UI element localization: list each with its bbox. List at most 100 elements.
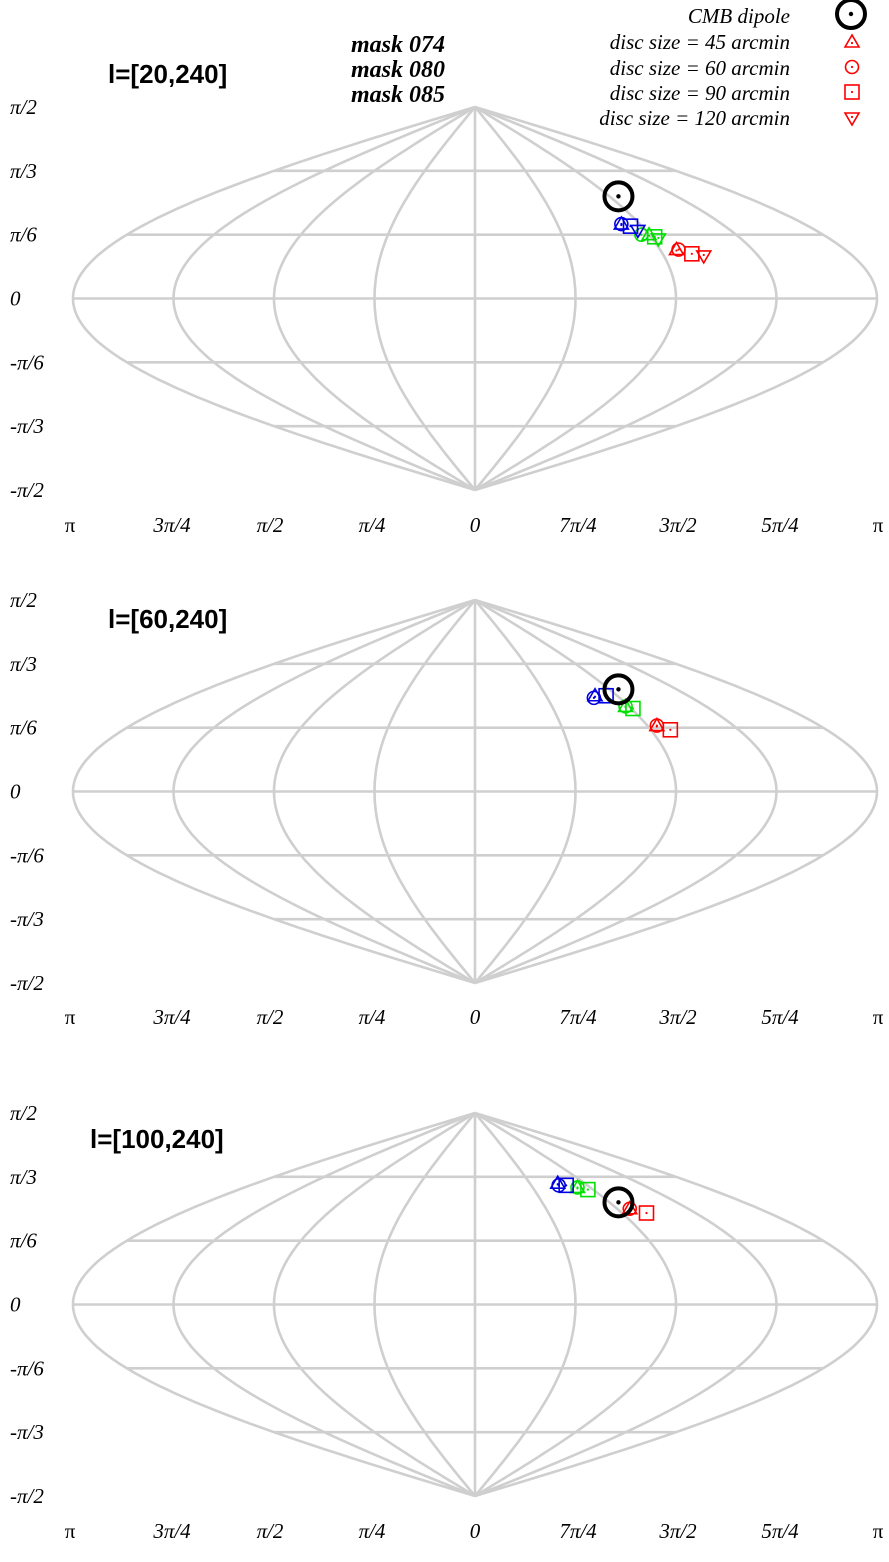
marker-mask-085-circle-dot-dot xyxy=(592,696,595,699)
y-tick-label: π/6 xyxy=(10,1229,37,1253)
meridian-line xyxy=(474,598,778,985)
x-tick-label: π/2 xyxy=(257,1005,284,1029)
marker-mask-080-square-dot-dot xyxy=(586,1188,589,1191)
meridian-line xyxy=(474,1111,678,1498)
meridian-line xyxy=(373,599,477,984)
legend-dipole-marker xyxy=(835,0,867,30)
marker-mask-085-circle-dot xyxy=(614,216,629,232)
legend-marker-square-dot xyxy=(844,84,860,100)
marker-mask-080-square-dot xyxy=(625,700,641,717)
legend-mask-2: mask 080 xyxy=(351,57,445,83)
marker-mask-074-square-dot-dot xyxy=(645,1211,648,1215)
marker-mask-085-square-dot-dot xyxy=(565,1184,568,1187)
marker-mask-080-circle-dot xyxy=(570,1180,585,1195)
marker-mask-074-triangle-down-dot xyxy=(702,253,705,257)
y-tick-label: 0 xyxy=(10,1293,21,1317)
sky-map-panel-2: l=[60,240] π/2 π/3 π/6 0 -π/6 -π/3 -π/2 π 3π/4 π/2… xyxy=(10,588,884,1029)
meridian-line xyxy=(172,105,476,492)
y-tick-label: π/2 xyxy=(10,1101,37,1125)
marker-mask-085-triangle-down-dot xyxy=(636,228,639,231)
cmb-dipole-marker xyxy=(602,673,635,706)
marker-mask-074-triangle-down xyxy=(695,250,713,265)
legend-symbol-label-5: disc size = 120 arcmin xyxy=(599,106,790,130)
legend-symbol-label-3: disc size = 60 arcmin xyxy=(610,56,790,80)
x-tick-label: π xyxy=(65,513,76,537)
panel-title: l=[20,240] xyxy=(108,59,227,89)
meridian-line xyxy=(473,599,577,984)
marker-mask-074-triangle-up xyxy=(668,240,685,256)
x-tick-label: π xyxy=(873,1005,884,1029)
x-tick-label: 0 xyxy=(470,513,481,537)
marker-mask-074-square-dot xyxy=(662,721,679,738)
meridian-line xyxy=(71,1111,476,1498)
x-tick-label: 7π/4 xyxy=(559,513,597,537)
marker-mask-080-square-dot xyxy=(580,1181,596,1198)
meridian-line xyxy=(172,598,476,985)
x-tick-label: 3π/2 xyxy=(658,1005,697,1029)
marker-mask-080-circle-dot-dot xyxy=(640,233,643,236)
marker-mask-080-triangle-down xyxy=(649,233,667,248)
y-tick-label: -π/6 xyxy=(10,350,44,374)
cmb-dipole-marker xyxy=(602,1186,635,1219)
x-tick-label: π xyxy=(65,1519,76,1543)
y-tick-label: π/6 xyxy=(10,223,37,247)
meridian-line xyxy=(272,598,476,985)
meridian-line xyxy=(474,105,678,492)
marker-mask-085-triangle-down xyxy=(629,224,647,239)
x-tick-label: 0 xyxy=(470,1519,481,1543)
meridian-line xyxy=(474,105,879,492)
meridian-line xyxy=(272,1111,476,1498)
marker-mask-074-square-dot xyxy=(638,1205,655,1221)
marker-mask-085-circle-dot xyxy=(586,690,602,706)
meridian-line xyxy=(473,106,577,491)
y-tick-label: 0 xyxy=(10,287,21,311)
marker-mask-074-triangle-up xyxy=(648,716,666,732)
x-tick-label: 3π/2 xyxy=(658,1519,697,1543)
marker-mask-085-circle-dot-dot xyxy=(620,222,623,226)
meridian-line xyxy=(71,105,476,492)
y-tick-label: π/3 xyxy=(10,159,37,183)
x-tick-label: 5π/4 xyxy=(761,513,799,537)
graticule xyxy=(71,1111,879,1498)
y-tick-label: -π/2 xyxy=(10,971,44,995)
marker-mask-080-triangle-down-dot xyxy=(657,236,660,240)
legend-dipole-marker-dot xyxy=(848,11,854,17)
x-tick-label: π/2 xyxy=(257,1519,284,1543)
legend-symbol-label-2: disc size = 45 arcmin xyxy=(610,30,790,54)
meridian-line xyxy=(71,598,476,985)
marker-mask-080-circle-dot-dot xyxy=(576,1186,579,1189)
sky-map-panel-3: l=[100,240] π/2 π/3 π/6 0 -π/6 -π/3 -π/2 π 3π/4 π/… xyxy=(10,1101,884,1543)
y-tick-label: π/3 xyxy=(10,652,37,676)
data-markers xyxy=(549,1174,655,1221)
marker-mask-085-square-dot xyxy=(558,1177,574,1194)
cmb-dipole-marker-dot xyxy=(616,194,621,199)
marker-mask-074-circle-dot-dot xyxy=(655,724,658,727)
meridian-line xyxy=(474,1111,778,1498)
legend: mask 074 mask 080 mask 085 CMB dipole di… xyxy=(351,0,867,130)
meridian-line xyxy=(474,1111,879,1498)
legend-mask-3: mask 085 xyxy=(351,82,445,108)
legend-marker-triangle-down-dot xyxy=(850,115,854,119)
y-tick-label: π/2 xyxy=(10,95,37,119)
legend-markers xyxy=(835,0,867,127)
meridian-line xyxy=(473,1112,577,1497)
legend-marker-circle-dot-dot xyxy=(850,65,854,69)
x-tick-label: π/4 xyxy=(359,513,386,537)
x-tick-label: π xyxy=(873,1519,884,1543)
x-tick-label: 3π/4 xyxy=(152,513,191,537)
graticule xyxy=(71,598,879,985)
x-tick-label: π/4 xyxy=(359,1005,386,1029)
x-tick-label: 7π/4 xyxy=(559,1005,597,1029)
legend-symbol-label-1: CMB dipole xyxy=(688,4,790,28)
marker-mask-080-square-dot-dot xyxy=(631,707,635,710)
marker-mask-074-square-dot-dot xyxy=(669,728,672,731)
y-tick-label: -π/3 xyxy=(10,907,44,931)
marker-mask-085-triangle-up xyxy=(549,1174,567,1190)
meridian-line xyxy=(474,105,778,492)
data-markers xyxy=(586,673,679,738)
meridian-line xyxy=(373,1112,477,1497)
graticule xyxy=(71,105,879,492)
y-tick-label: π/2 xyxy=(10,588,37,612)
y-tick-label: -π/3 xyxy=(10,414,44,438)
sky-map-panel-1: l=[20,240] π/2 π/3 π/6 0 -π/6 -π/3 -π/2 π 3π/4 π/2… xyxy=(10,59,884,537)
